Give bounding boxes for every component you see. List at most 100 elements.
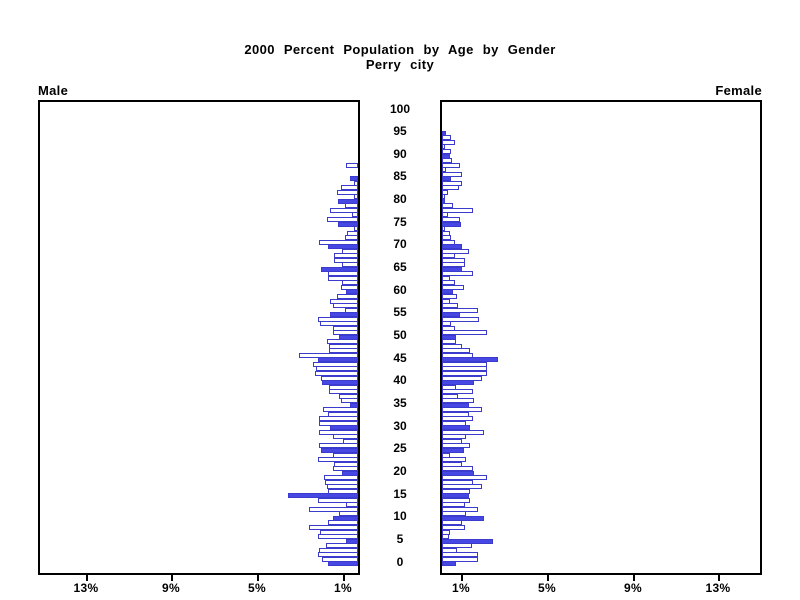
bar-female-age-58: [442, 299, 450, 304]
bar-female-age-24: [442, 453, 450, 458]
bar-male-age-67: [334, 258, 358, 263]
bar-male-age-71: [319, 240, 358, 245]
bar-female-age-75: [442, 222, 461, 227]
percent-tick-label-5%: 5%: [248, 581, 266, 595]
bar-male-age-48: [329, 344, 358, 349]
bar-female-age-54: [442, 317, 479, 322]
bar-female-age-27: [442, 439, 462, 444]
age-tick-label-20: 20: [393, 463, 407, 478]
bar-female-age-2: [442, 552, 478, 557]
bar-male-age-44: [313, 362, 358, 367]
bar-female-age-71: [442, 240, 455, 245]
chart-subtitle: Perry city: [365, 57, 435, 72]
male-panel-label: Male: [38, 83, 69, 98]
bar-male-age-83: [341, 185, 358, 190]
bar-male-age-27: [343, 439, 358, 444]
bar-male-age-10: [333, 516, 358, 521]
bar-male-age-25: [321, 448, 358, 453]
bar-female-age-78: [442, 208, 473, 213]
bar-male-age-85: [350, 176, 358, 181]
age-tick-label-15: 15: [393, 486, 407, 501]
bar-male-age-12: [309, 507, 358, 512]
percent-tick-label-9%: 9%: [162, 581, 180, 595]
bar-male-age-69: [342, 249, 358, 254]
bar-female-age-39: [442, 385, 456, 390]
age-tick-label-80: 80: [393, 192, 407, 207]
bar-female-age-3: [442, 548, 457, 553]
bar-male-age-8: [309, 525, 358, 530]
bar-female-age-93: [442, 140, 455, 145]
percent-tick: [171, 575, 173, 581]
bar-male-age-33: [328, 412, 358, 417]
bar-male-age-18: [325, 480, 358, 485]
bar-female-age-41: [442, 376, 482, 381]
age-tick-label-85: 85: [393, 169, 407, 184]
percent-tick-label-5%: 5%: [538, 581, 556, 595]
bar-male-age-39: [329, 385, 358, 390]
bar-male-age-35: [350, 403, 358, 408]
bar-male-age-56: [345, 308, 358, 313]
age-tick-label-45: 45: [393, 350, 407, 365]
bar-male-age-34: [323, 407, 358, 412]
bar-male-age-15: [288, 493, 358, 498]
percent-tick: [257, 575, 259, 581]
bar-male-age-54: [318, 317, 358, 322]
bar-female-age-69: [442, 249, 469, 254]
bar-female-age-25: [442, 448, 464, 453]
bar-male-age-20: [342, 471, 358, 476]
bar-female-age-63: [442, 276, 450, 281]
bar-female-age-14: [442, 498, 470, 503]
bar-male-age-1: [322, 557, 358, 562]
percent-tick: [86, 575, 88, 581]
bar-male-age-16: [328, 489, 358, 494]
bar-female-age-80: [442, 199, 445, 204]
bar-male-age-37: [339, 394, 358, 399]
age-tick-label-5: 5: [396, 531, 404, 546]
bar-female-age-23: [442, 457, 466, 462]
bar-male-age-65: [321, 267, 358, 272]
age-tick-label-10: 10: [393, 509, 407, 524]
bar-male-age-84: [354, 181, 358, 186]
bar-female-age-38: [442, 389, 473, 394]
percent-tick-label-1%: 1%: [452, 581, 470, 595]
age-tick-label-35: 35: [393, 395, 407, 410]
chart-title: 2000 Percent Population by Age by Gender: [244, 42, 556, 57]
bar-male-age-55: [330, 312, 358, 317]
bar-female-age-91: [442, 149, 451, 154]
bar-female-age-50: [442, 335, 456, 340]
bar-male-age-19: [324, 475, 358, 480]
bar-male-age-61: [341, 285, 358, 290]
bar-female-age-44: [442, 362, 487, 367]
percent-tick-label-13%: 13%: [73, 581, 99, 595]
bar-female-age-12: [442, 507, 478, 512]
bar-male-age-75: [338, 222, 358, 227]
age-tick-label-25: 25: [393, 441, 407, 456]
bar-female-age-61: [442, 285, 464, 290]
bar-male-age-4: [326, 543, 358, 548]
bar-female-age-5: [442, 539, 493, 544]
age-tick-label-95: 95: [393, 124, 407, 139]
bar-male-age-42: [315, 371, 358, 376]
bar-male-age-58: [330, 299, 358, 304]
bar-male-age-24: [333, 453, 358, 458]
bar-female-age-48: [442, 344, 462, 349]
bar-female-age-7: [442, 530, 450, 535]
age-axis-labels: 0 5 10 15 20 25 30 35 40 45 50 55 60 65 70 75 80 85 90 95 10…: [360, 100, 440, 575]
bar-female-age-73: [442, 231, 450, 236]
bar-female-age-36: [442, 398, 474, 403]
bar-female-age-8: [442, 525, 465, 530]
bar-female-age-29: [442, 430, 484, 435]
bar-female-age-94: [442, 135, 451, 140]
bar-female-age-33: [442, 412, 469, 417]
bar-female-age-82: [442, 190, 448, 195]
age-tick-label-65: 65: [393, 260, 407, 275]
bar-female-age-79: [442, 203, 453, 208]
bar-male-age-63: [328, 276, 358, 281]
age-tick-label-0: 0: [396, 554, 404, 569]
bar-male-age-52: [333, 326, 358, 331]
bar-female-age-22: [442, 462, 462, 467]
bar-female-age-18: [442, 480, 473, 485]
bar-female-age-52: [442, 326, 455, 331]
percent-tick-label-1%: 1%: [334, 581, 352, 595]
